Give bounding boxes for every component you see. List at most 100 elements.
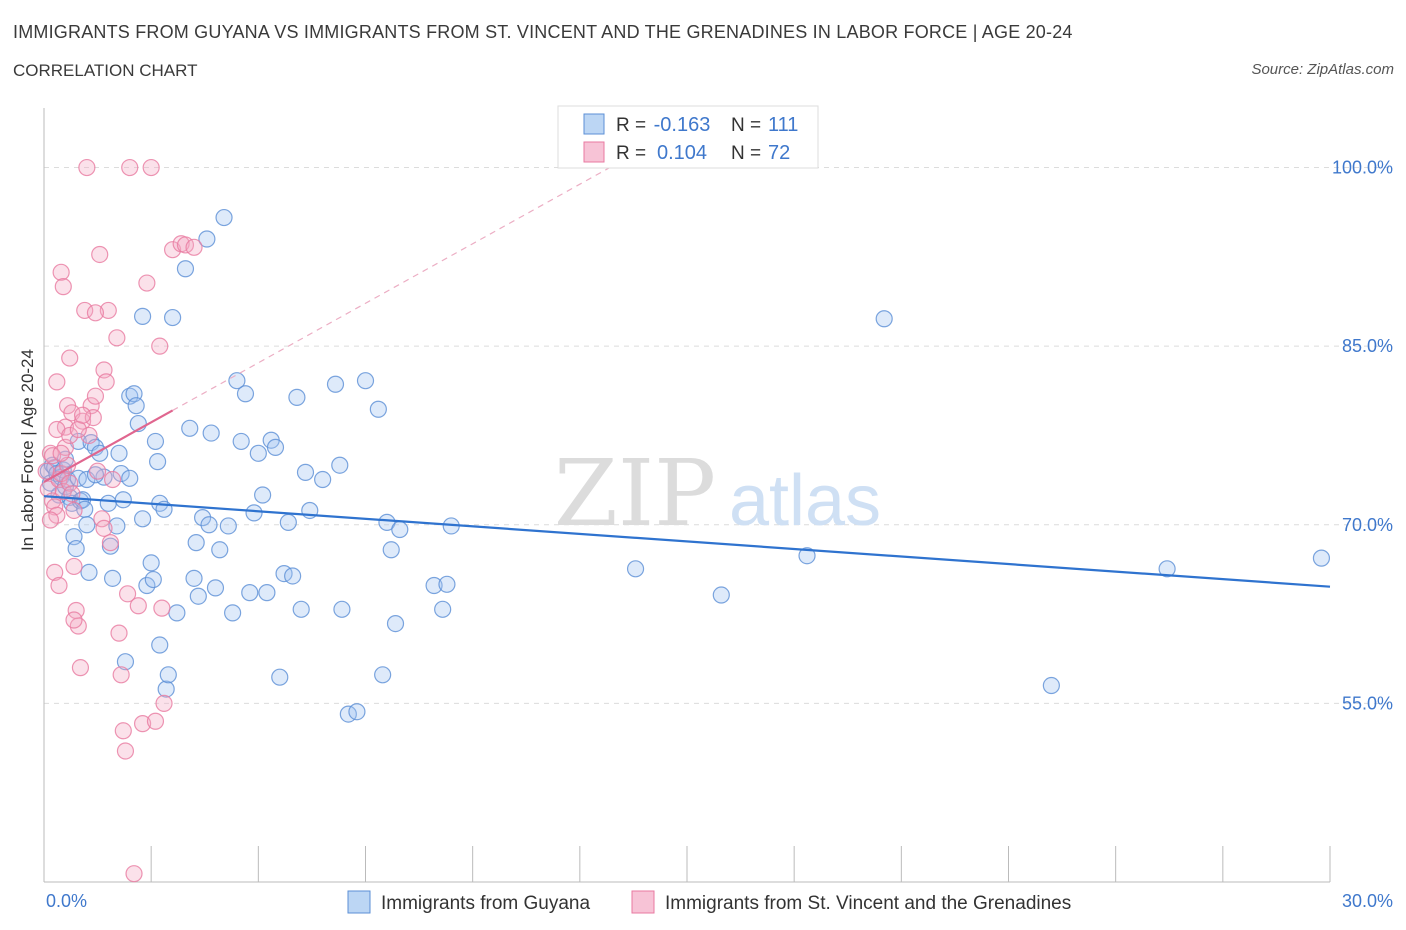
guyana-point: [241, 584, 259, 602]
st-vincent-point: [138, 274, 156, 292]
guyana-point: [146, 432, 165, 451]
st-vincent-point: [142, 158, 160, 177]
guyana-point: [219, 517, 237, 535]
guyana-point: [391, 520, 409, 539]
y-tick-label: 100.0%: [1332, 158, 1393, 178]
guyana-point: [266, 438, 285, 456]
guyana-point: [254, 486, 272, 504]
guyana-point: [189, 587, 207, 605]
st-vincent-point: [78, 158, 96, 177]
guyana-point: [200, 516, 218, 534]
st-vincent-point: [41, 511, 60, 529]
st-vincent-point: [129, 597, 147, 615]
guyana-point: [271, 668, 289, 686]
st-vincent-point: [110, 624, 128, 642]
guyana-point: [292, 600, 310, 618]
st-vincent-point: [151, 337, 169, 355]
st-vincent-point: [118, 585, 137, 603]
st-vincent-point: [103, 470, 122, 489]
st-vincent-point: [97, 373, 115, 391]
guyana-point: [425, 576, 443, 595]
guyana-point: [333, 600, 351, 618]
guyana-point: [279, 513, 297, 531]
watermark-atlas: atlas: [729, 461, 881, 541]
st-vincent-point: [86, 304, 105, 322]
st-vincent-point: [48, 373, 66, 391]
st-vincent-point: [61, 349, 79, 367]
guyana-point: [331, 456, 349, 474]
st-vincent-point: [54, 278, 72, 296]
st-vincent-point: [88, 462, 107, 480]
stats-r-label: R =: [616, 115, 646, 136]
legend-label: Immigrants from Guyana: [381, 893, 590, 914]
guyana-point: [224, 604, 242, 622]
st-vincent-point: [73, 412, 92, 430]
guyana-point: [181, 419, 199, 437]
guyana-point: [284, 567, 302, 585]
st-vincent-point: [52, 444, 70, 462]
stats-n-label: N =: [731, 143, 761, 164]
stats-r-value: 0.104: [657, 142, 707, 164]
guyana-point: [148, 453, 167, 471]
guyana-point: [138, 576, 156, 595]
guyana-point: [112, 464, 130, 483]
guyana-point: [187, 534, 205, 552]
st-vincent-point: [185, 238, 203, 256]
guyana-point: [168, 604, 186, 622]
st-vincent-point: [65, 501, 83, 520]
guyana-point: [159, 666, 177, 684]
guyana-point: [386, 615, 405, 633]
st-vincent-point: [91, 245, 109, 264]
st-vincent-point: [108, 329, 126, 347]
stats-swatch: [583, 141, 605, 163]
guyana-point: [1312, 549, 1331, 567]
st-vincent-point: [73, 406, 92, 424]
legend-label: Immigrants from St. Vincent and the Gren…: [665, 893, 1071, 914]
st-vincent-point: [84, 409, 102, 427]
guyana-point: [326, 375, 345, 393]
guyana-trend-line: [43, 495, 1331, 588]
chart-title: IMMIGRANTS FROM GUYANA VS IMMIGRANTS FRO…: [13, 22, 1073, 42]
guyana-point: [378, 513, 396, 531]
guyana-point: [194, 509, 212, 527]
st-vincent-point: [61, 426, 79, 445]
guyana-point: [211, 541, 229, 559]
stats-n-label: N =: [731, 115, 761, 136]
guyana-point: [151, 636, 169, 654]
guyana-point: [80, 563, 98, 582]
st-vincent-point: [65, 557, 83, 576]
st-vincent-point: [99, 301, 117, 320]
x-tick-label: 30.0%: [1342, 891, 1393, 911]
st-vincent-point: [155, 694, 173, 712]
guyana-point: [438, 575, 456, 593]
guyana-point: [258, 584, 276, 602]
guyana-point: [206, 579, 225, 597]
guyana-point: [164, 308, 182, 327]
st-vincent-point: [114, 722, 132, 740]
st-vincent-point: [153, 599, 171, 617]
guyana-point: [121, 469, 139, 487]
guyana-point: [133, 510, 152, 528]
st-vincent-point: [52, 263, 70, 281]
st-vincent-point: [101, 534, 120, 552]
guyana-point: [202, 424, 220, 442]
guyana-point: [133, 307, 152, 325]
stats-r-label: R =: [616, 143, 646, 164]
st-vincent-point: [146, 712, 165, 730]
guyana-point: [245, 504, 263, 522]
guyana-point: [176, 260, 195, 278]
guyana-point: [875, 310, 893, 328]
st-vincent-point: [61, 474, 79, 492]
guyana-point: [215, 208, 233, 227]
st-vincent-point: [95, 519, 113, 537]
guyana-point: [1158, 560, 1176, 578]
st-vincent-point: [125, 865, 143, 883]
st-vincent-point: [86, 387, 105, 405]
guyana-point: [236, 385, 255, 403]
st-vincent-point: [50, 576, 68, 595]
guyana-point: [314, 470, 332, 489]
guyana-point: [1042, 676, 1060, 695]
guyana-point: [114, 491, 132, 509]
stats-r-value: -0.163: [654, 114, 711, 136]
